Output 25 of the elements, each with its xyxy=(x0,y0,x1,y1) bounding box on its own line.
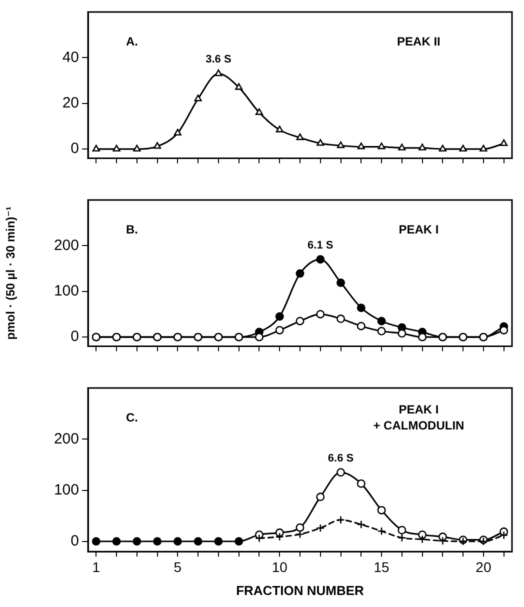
y-axis-title: pmol · (50 µl · 30 min)⁻¹ xyxy=(4,206,18,340)
x-tick-label: 15 xyxy=(374,558,390,575)
y-tick-label: 0 xyxy=(70,328,79,346)
y-tick-label: 200 xyxy=(54,236,79,254)
annotation: A. xyxy=(126,34,138,48)
x-tick-label: 20 xyxy=(476,558,492,575)
x-tick-label: 5 xyxy=(174,558,182,575)
y-tick-label: 100 xyxy=(54,282,79,300)
annotation: 6.6 S xyxy=(328,452,354,464)
y-tick-label: 0 xyxy=(70,532,79,550)
annotation: 3.6 S xyxy=(206,54,232,66)
annotation: PEAK I xyxy=(398,222,439,236)
annotation: PEAK II xyxy=(397,34,440,48)
annotation: 6.1 S xyxy=(308,239,334,252)
annotation: B. xyxy=(126,222,138,236)
x-axis-title: FRACTION NUMBER xyxy=(236,582,365,598)
annotation: C. xyxy=(126,410,138,424)
y-tick-label: 200 xyxy=(54,430,79,448)
y-tick-label: 40 xyxy=(62,48,79,66)
annotation: PEAK I + CALMODULIN xyxy=(373,402,464,432)
y-tick-label: 100 xyxy=(54,481,79,498)
y-tick-label: 0 xyxy=(70,140,79,158)
x-tick-label: 10 xyxy=(272,558,288,575)
y-tick-label: 20 xyxy=(62,94,79,112)
x-tick-label: 1 xyxy=(92,558,100,575)
